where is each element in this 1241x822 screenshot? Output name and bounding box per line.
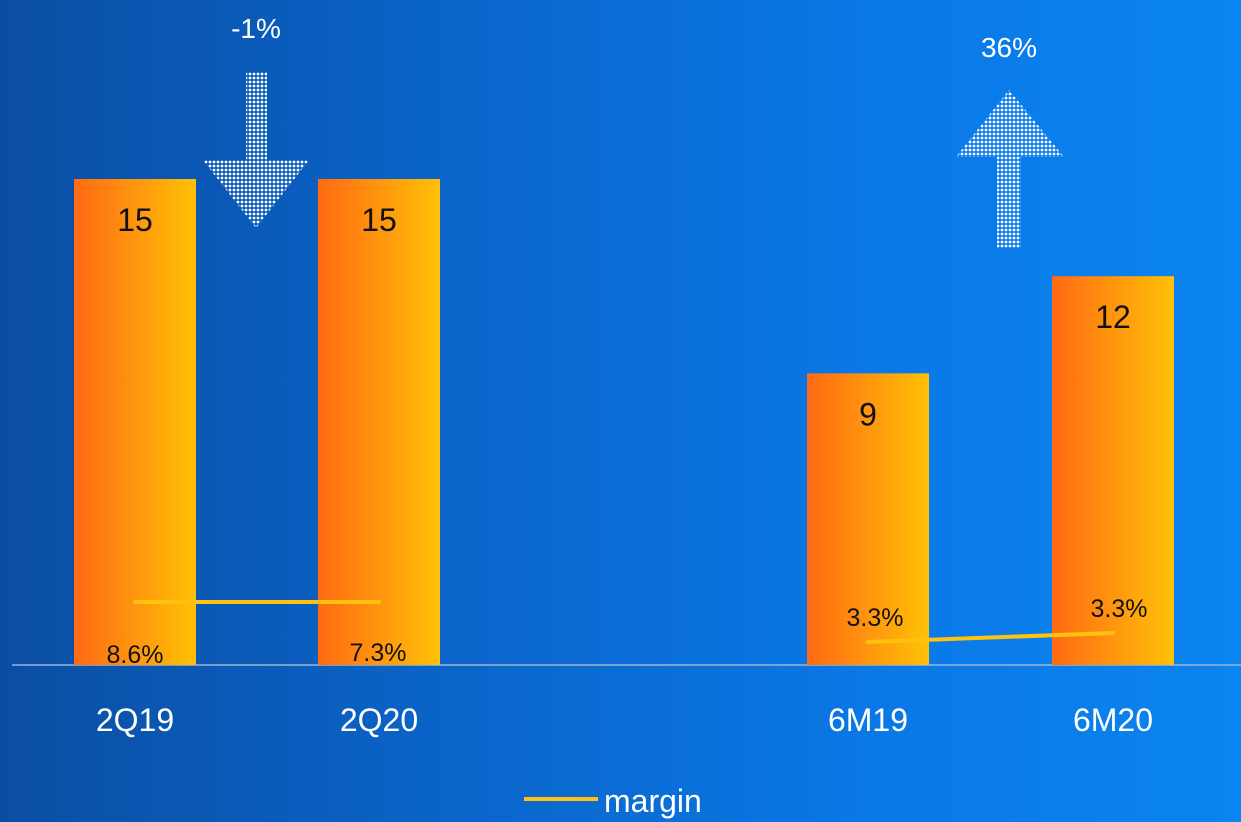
bar-6m19 bbox=[807, 373, 929, 665]
category-label-6m20: 6M20 bbox=[1073, 702, 1153, 738]
bar-6m20 bbox=[1052, 276, 1174, 665]
change-label-down: -1% bbox=[231, 13, 281, 44]
margin-line-segment-2 bbox=[866, 631, 1115, 644]
margin-value-label-6m20: 3.3% bbox=[1091, 595, 1148, 623]
category-label-2q20: 2Q20 bbox=[340, 702, 418, 738]
change-indicator-up: 36% bbox=[956, 32, 1064, 248]
bars-group bbox=[74, 179, 1174, 665]
bar-value-label-6m19: 9 bbox=[859, 396, 877, 432]
margin-lines-group bbox=[133, 600, 1115, 644]
margin-labels-group: 8.6% 7.3% 3.3% 3.3% bbox=[107, 595, 1148, 669]
margin-value-label-2q20: 7.3% bbox=[350, 639, 407, 667]
margin-value-label-2q19: 8.6% bbox=[107, 641, 164, 669]
bar-labels-group: 15 15 9 12 bbox=[117, 202, 1131, 432]
legend: margin bbox=[524, 783, 702, 819]
category-label-2q19: 2Q19 bbox=[96, 702, 174, 738]
change-indicator-down: -1% bbox=[203, 13, 309, 228]
bar-value-label-6m20: 12 bbox=[1095, 299, 1131, 335]
category-label-6m19: 6M19 bbox=[828, 702, 908, 738]
margin-value-label-6m19: 3.3% bbox=[847, 604, 904, 632]
bar-2q19 bbox=[74, 179, 196, 665]
bar-value-label-2q19: 15 bbox=[117, 202, 153, 238]
bar-2q20 bbox=[318, 179, 440, 665]
change-label-up: 36% bbox=[981, 32, 1037, 63]
bar-value-label-2q20: 15 bbox=[361, 202, 397, 238]
arrow-up-icon bbox=[956, 90, 1064, 248]
legend-label-margin: margin bbox=[604, 783, 702, 819]
arrow-down-icon bbox=[203, 72, 309, 228]
category-labels-group: 2Q19 2Q20 6M19 6M20 bbox=[96, 702, 1153, 738]
